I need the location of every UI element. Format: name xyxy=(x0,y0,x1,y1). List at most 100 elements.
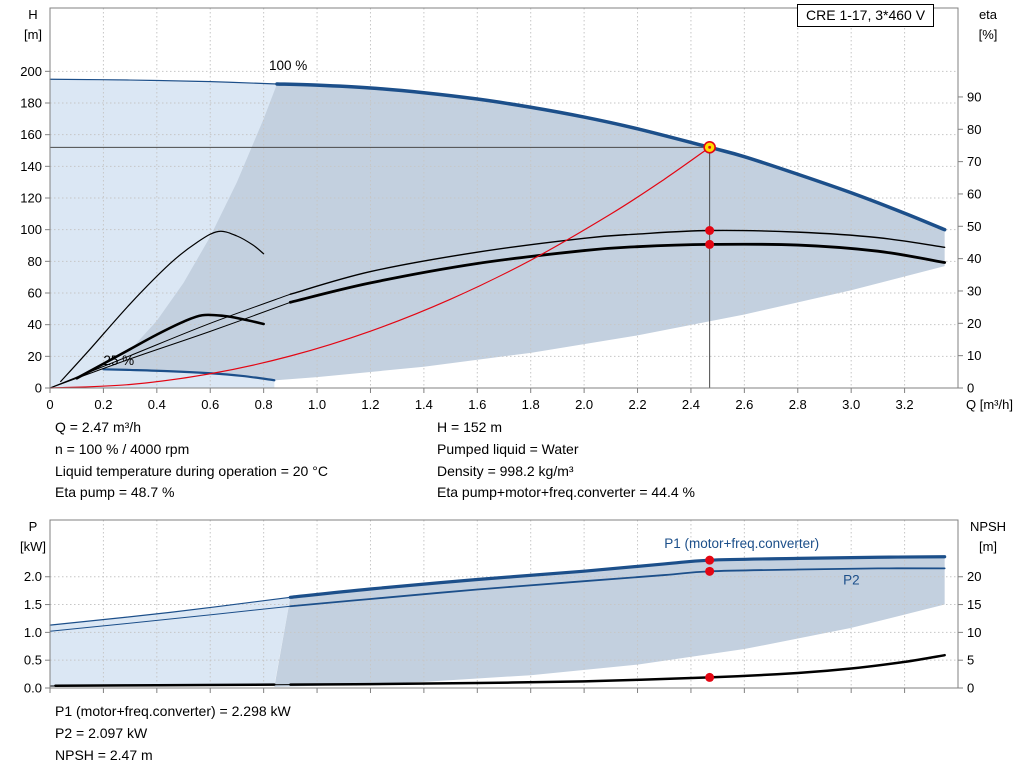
svg-text:1.8: 1.8 xyxy=(522,397,540,412)
svg-text:0.2: 0.2 xyxy=(94,397,112,412)
duty-info-left: Q = 2.47 m³/h n = 100 % / 4000 rpm Liqui… xyxy=(55,417,328,504)
eta-total-dot xyxy=(705,239,715,249)
svg-text:70: 70 xyxy=(967,154,981,169)
y-left-axis-title: P xyxy=(29,519,38,534)
y-left-axis-title: [m] xyxy=(24,27,42,42)
label-25-percent: 25 % xyxy=(103,353,134,368)
power-info: P1 (motor+freq.converter) = 2.298 kW P2 … xyxy=(55,700,291,766)
svg-text:0.4: 0.4 xyxy=(148,397,166,412)
svg-text:1.2: 1.2 xyxy=(361,397,379,412)
info-p2: P2 = 2.097 kW xyxy=(55,725,148,741)
svg-text:140: 140 xyxy=(20,159,42,174)
svg-text:1.5: 1.5 xyxy=(24,597,42,612)
info-speed: n = 100 % / 4000 rpm xyxy=(55,440,190,457)
qh-eta-chart: 0 20 40 60 80 100 120 140 160 180 200 0 10 20 30 40 50 60… xyxy=(20,7,1013,412)
pump-model-badge: CRE 1-17, 3*460 V xyxy=(797,4,935,27)
svg-text:15: 15 xyxy=(967,597,981,612)
svg-text:120: 120 xyxy=(20,191,42,206)
svg-text:0.0: 0.0 xyxy=(24,681,42,696)
svg-text:2.8: 2.8 xyxy=(789,397,807,412)
duty-info-right: H = 152 m Pumped liquid = Water Density … xyxy=(437,417,695,504)
label-p1: P1 (motor+freq.converter) xyxy=(664,536,819,551)
info-density: Density = 998.2 kg/m³ xyxy=(437,462,574,479)
series-eta-total-reduced xyxy=(75,313,265,380)
series-npsh-ext xyxy=(49,684,291,687)
p1-dot xyxy=(705,555,715,565)
series-qh-100 xyxy=(275,82,947,232)
svg-text:2.0: 2.0 xyxy=(575,397,593,412)
info-eta-pump: Eta pump = 48.7 % xyxy=(55,484,175,501)
svg-text:30: 30 xyxy=(967,283,981,298)
label-100-percent: 100 % xyxy=(269,58,307,73)
power-npsh-chart: 0.0 0.5 1.0 1.5 2.0 0 5 10 15 20 P [kW] NPSH [m] P1 (m… xyxy=(20,519,1006,696)
series-p1-ext xyxy=(49,596,291,626)
power-npsh-chart-frame xyxy=(49,519,959,689)
svg-text:1.0: 1.0 xyxy=(308,397,326,412)
svg-text:80: 80 xyxy=(967,122,981,137)
svg-text:1.6: 1.6 xyxy=(468,397,486,412)
info-liquid-temperature: Liquid temperature during operation = 20… xyxy=(55,462,328,479)
svg-text:20: 20 xyxy=(967,316,981,331)
series-eta-pump-reduced xyxy=(60,230,265,383)
svg-text:80: 80 xyxy=(28,254,42,269)
svg-text:160: 160 xyxy=(20,127,42,142)
series-npsh xyxy=(289,653,946,686)
svg-text:0.8: 0.8 xyxy=(255,397,273,412)
svg-text:2.0: 2.0 xyxy=(24,569,42,584)
p2-dot xyxy=(705,566,715,576)
region-power-dark xyxy=(274,556,945,687)
y-right-axis-title: NPSH xyxy=(970,519,1006,534)
svg-text:2.2: 2.2 xyxy=(628,397,646,412)
series-p1 xyxy=(288,555,947,599)
series-p2-ext xyxy=(49,605,291,632)
svg-text:2.6: 2.6 xyxy=(735,397,753,412)
svg-text:60: 60 xyxy=(967,186,981,201)
svg-text:40: 40 xyxy=(28,317,42,332)
svg-text:3.2: 3.2 xyxy=(896,397,914,412)
svg-text:100: 100 xyxy=(20,222,42,237)
svg-text:50: 50 xyxy=(967,219,981,234)
svg-text:1.0: 1.0 xyxy=(24,625,42,640)
series-qh-25 xyxy=(102,368,276,382)
svg-text:0: 0 xyxy=(46,397,53,412)
svg-text:180: 180 xyxy=(20,96,42,111)
svg-text:90: 90 xyxy=(967,89,981,104)
svg-text:60: 60 xyxy=(28,286,42,301)
svg-text:200: 200 xyxy=(20,64,42,79)
svg-text:1.4: 1.4 xyxy=(415,397,433,412)
duty-point-center xyxy=(708,145,712,149)
info-npsh: NPSH = 2.47 m xyxy=(55,747,153,763)
series-qh-max-ext xyxy=(49,78,278,85)
region-speed-range-dark xyxy=(106,84,945,381)
series-p2 xyxy=(289,567,946,608)
power-npsh-chart-axes: 0.0 0.5 1.0 1.5 2.0 0 5 10 15 20 P [kW] NPSH [m] xyxy=(20,519,1006,696)
label-p2: P2 xyxy=(843,573,860,588)
x-axis-title: Q [m³/h] xyxy=(966,397,1013,412)
svg-text:10: 10 xyxy=(967,348,981,363)
svg-text:0: 0 xyxy=(35,381,42,396)
eta-pump-dot xyxy=(705,226,715,236)
info-flow: Q = 2.47 m³/h xyxy=(55,419,141,435)
y-right-axis-title: [%] xyxy=(979,27,998,42)
svg-text:40: 40 xyxy=(967,251,981,266)
svg-text:0.6: 0.6 xyxy=(201,397,219,412)
series-eta-pump xyxy=(289,229,946,295)
info-head: H = 152 m xyxy=(437,419,502,435)
region-power-light xyxy=(50,597,291,687)
svg-text:0: 0 xyxy=(967,381,974,396)
svg-text:2.4: 2.4 xyxy=(682,397,700,412)
y-left-axis-title: H xyxy=(28,7,37,22)
y-right-axis-title: [m] xyxy=(979,539,997,554)
y-left-axis-title: [kW] xyxy=(20,539,46,554)
svg-text:0.5: 0.5 xyxy=(24,653,42,668)
info-pumped-liquid: Pumped liquid = Water xyxy=(437,440,579,457)
svg-text:20: 20 xyxy=(967,569,981,584)
pump-model-label: CRE 1-17, 3*460 V xyxy=(806,7,926,23)
svg-text:3.0: 3.0 xyxy=(842,397,860,412)
svg-text:10: 10 xyxy=(967,625,981,640)
svg-text:0: 0 xyxy=(967,681,974,696)
svg-text:20: 20 xyxy=(28,349,42,364)
y-right-axis-title: eta xyxy=(979,7,998,22)
